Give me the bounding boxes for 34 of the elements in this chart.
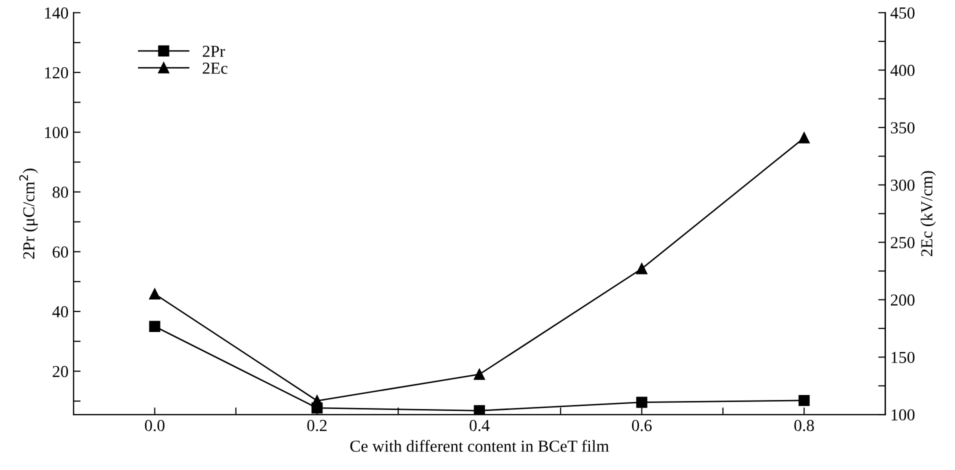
y2-tick-label: 300	[890, 180, 915, 191]
y2-tick-label: 150	[892, 352, 915, 364]
y2-tick-label: 200	[890, 294, 915, 306]
y-tick-label: 80	[52, 186, 68, 198]
point	[149, 320, 160, 332]
y2-tick-label: 350	[890, 122, 915, 134]
y2-tick-label: 400	[890, 64, 915, 76]
y-tick-label: 100	[45, 126, 68, 138]
y-axis-title: 2Pr (μC/cm$^{2}$)	[19, 168, 38, 259]
point	[798, 394, 810, 406]
point	[474, 405, 485, 415]
point	[149, 288, 160, 300]
x-tick-label: 0.0	[144, 420, 164, 432]
y2-tick-label: 250	[890, 237, 915, 248]
y2-tick-label: 450	[890, 7, 915, 19]
y-tick-label: 20	[52, 366, 68, 378]
x-tick-label: 0.2	[307, 420, 327, 432]
y2-tick-label: 100	[892, 409, 915, 420]
point	[636, 263, 648, 274]
legend-label: 2Ec	[202, 62, 228, 74]
point	[636, 396, 648, 408]
x-axis-title: Ce with different content in BCeT film	[350, 440, 609, 452]
x-tick-label: 0.4	[470, 420, 490, 432]
x-tick-label: 0.6	[632, 420, 652, 432]
y-tick-label: 140	[45, 7, 68, 19]
y-tick-label: 120	[45, 67, 68, 78]
y-tick-label: 60	[52, 246, 68, 258]
point	[474, 368, 485, 380]
y-tick-label: 40	[52, 306, 68, 318]
point	[312, 395, 323, 406]
y2-axis-title: 2Ec (kV/cm)	[920, 171, 936, 256]
legend-label: 2Pr	[202, 46, 226, 57]
x-tick-label: 0.8	[794, 420, 814, 432]
point	[798, 132, 810, 144]
